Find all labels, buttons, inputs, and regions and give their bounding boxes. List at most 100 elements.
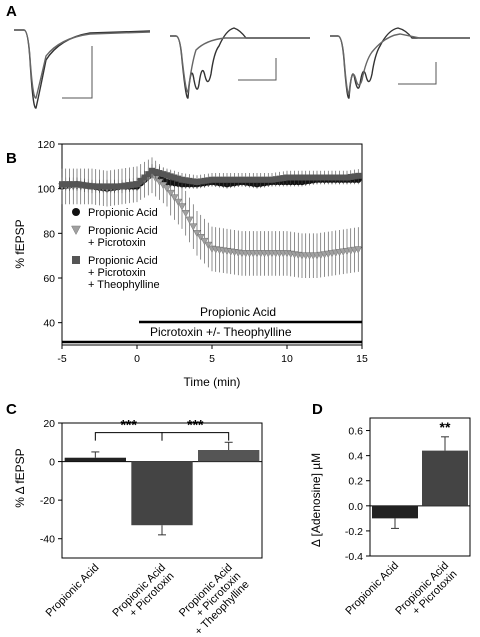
- data-point: [329, 174, 335, 181]
- data-point: [295, 174, 302, 181]
- category-line: Propionic Acid: [44, 562, 102, 620]
- data-point: [287, 174, 294, 181]
- data-point: [134, 181, 140, 188]
- data-point: [186, 177, 193, 184]
- picrotoxin-bar-label: Picrotoxin +/- Theophylline: [150, 325, 292, 339]
- data-point: [224, 176, 230, 183]
- data-point: [209, 176, 215, 183]
- data-point: [306, 174, 313, 181]
- panel-b-timecourse: 40 60 80 100 120 -5 0 5 10 15 Propionic Acid Pic…: [13, 139, 368, 389]
- panel-label-b: B: [6, 150, 17, 167]
- panel-b-series: [58, 157, 363, 278]
- bar: [198, 450, 260, 462]
- data-point: [66, 181, 73, 188]
- data-point: [321, 174, 328, 181]
- category-label: Propionic Acid: [44, 562, 102, 620]
- data-point: [204, 241, 213, 250]
- data-point: [119, 183, 125, 190]
- panel-label-a: A: [6, 3, 17, 20]
- y-tick-label: 0.4: [348, 451, 363, 463]
- legend-label: Propionic Acid: [88, 225, 158, 237]
- data-point: [231, 176, 238, 183]
- propionic-acid-bar-label: Propionic Acid: [200, 305, 276, 319]
- data-point: [257, 176, 264, 183]
- data-point: [189, 223, 198, 231]
- data-point: [200, 237, 209, 246]
- data-point: [164, 172, 170, 179]
- data-point: [216, 176, 223, 183]
- legend-marker: [72, 256, 80, 264]
- trace-middle-b: [170, 35, 310, 93]
- data-point: [235, 176, 242, 183]
- y-tick-label: -40: [40, 534, 55, 546]
- y-tick-label: 60: [43, 273, 55, 285]
- trace-middle-a: [170, 27, 310, 99]
- significance-label: ***: [120, 417, 137, 433]
- data-point: [137, 177, 144, 184]
- data-point: [284, 174, 290, 181]
- bar: [372, 505, 418, 519]
- data-point: [212, 176, 219, 183]
- data-point: [336, 174, 343, 181]
- data-point: [332, 174, 339, 181]
- data-point: [205, 177, 212, 184]
- data-point: [310, 174, 317, 181]
- data-point: [179, 176, 185, 183]
- panel-b-xlabel: Time (min): [184, 375, 241, 389]
- panel-d-ylabel: Δ [Adenosine] µM: [309, 453, 323, 547]
- scale-bar-right: [398, 62, 437, 85]
- data-point: [302, 174, 309, 181]
- data-point: [149, 167, 155, 174]
- data-point: [96, 183, 103, 190]
- data-point: [174, 198, 183, 207]
- data-point: [197, 178, 204, 185]
- data-point: [193, 230, 201, 238]
- data-point: [178, 203, 186, 211]
- data-point: [163, 185, 171, 193]
- data-point: [227, 176, 234, 183]
- data-point: [160, 171, 167, 178]
- data-point: [314, 174, 320, 181]
- data-point: [340, 174, 347, 181]
- scale-bar-middle: [238, 58, 277, 81]
- data-point: [166, 189, 175, 198]
- data-point: [181, 209, 190, 218]
- data-point: [167, 173, 174, 180]
- data-point: [347, 173, 354, 180]
- data-point: [130, 181, 137, 188]
- data-point: [152, 168, 159, 175]
- panel-c-ylabel: % Δ fEPSP: [13, 448, 27, 507]
- panel-b-ylabel: % fEPSP: [13, 219, 27, 268]
- series-2: [59, 164, 362, 194]
- y-tick-label: 0: [49, 457, 55, 469]
- y-tick-label: 0.6: [348, 426, 363, 438]
- x-tick-label: -5: [57, 353, 66, 365]
- data-point: [182, 177, 189, 184]
- panel-label-d: D: [312, 401, 323, 418]
- data-point: [196, 233, 205, 242]
- data-point: [92, 183, 99, 190]
- data-point: [70, 181, 77, 188]
- data-point: [220, 176, 227, 183]
- data-point: [272, 176, 279, 183]
- y-tick-label: 100: [37, 184, 55, 196]
- data-point: [122, 182, 129, 189]
- significance-bracket: [161, 432, 230, 441]
- x-tick-label: 0: [134, 353, 140, 365]
- bar: [64, 457, 126, 462]
- data-point: [351, 173, 358, 180]
- data-point: [175, 175, 182, 182]
- category-label: Propionic Acid+ Picrotoxin: [393, 560, 459, 618]
- panel-b-x-ticks: -5 0 5 10 15: [57, 345, 368, 365]
- data-point: [250, 176, 257, 183]
- data-point: [344, 174, 350, 181]
- y-tick-label: -0.2: [345, 526, 363, 538]
- y-tick-label: 0.0: [348, 501, 363, 513]
- data-point: [126, 182, 133, 189]
- data-point: [265, 176, 272, 183]
- data-point: [261, 176, 268, 183]
- data-point: [111, 183, 118, 190]
- legend-marker: [71, 225, 81, 236]
